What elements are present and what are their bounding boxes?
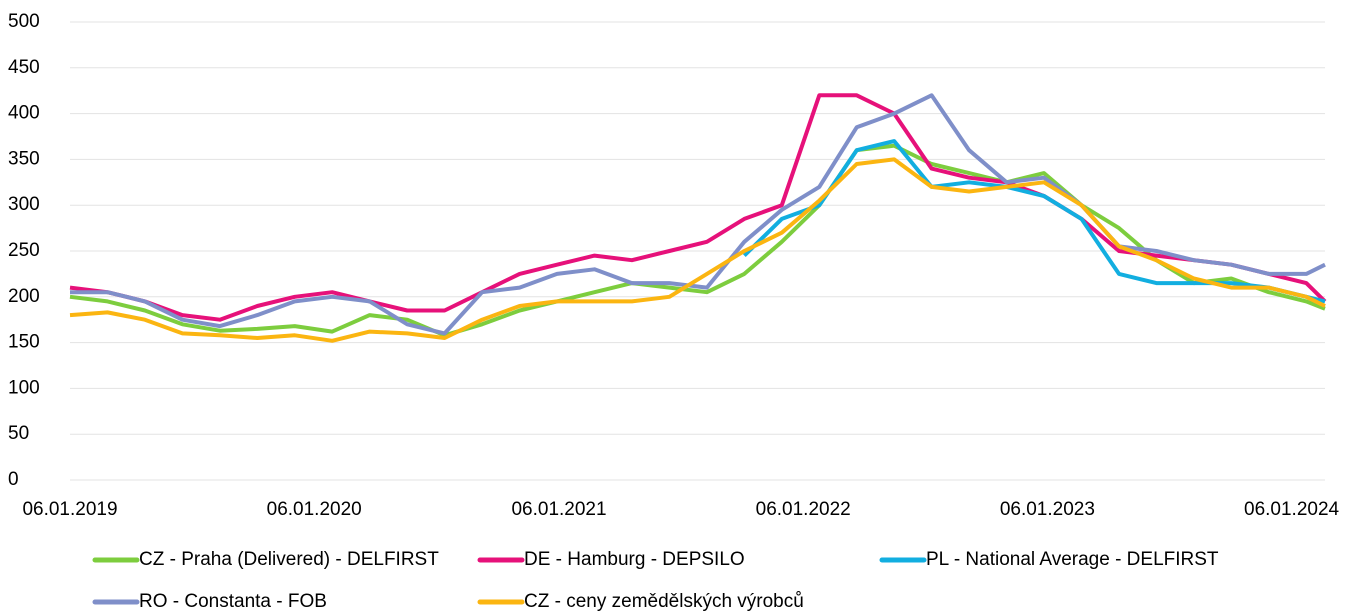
x-tick-label: 06.01.2019 — [22, 499, 117, 520]
x-tick-label: 06.01.2020 — [267, 499, 362, 520]
series-line — [70, 93, 1326, 336]
y-tick-label: 50 — [8, 423, 29, 444]
y-tick-label: 0 — [8, 469, 19, 490]
y-tick-label: 100 — [8, 377, 40, 398]
y-tick-label: 250 — [8, 240, 40, 261]
series-line — [69, 157, 1326, 343]
legend-label: CZ - Praha (Delivered) - DELFIRST — [139, 549, 439, 570]
y-tick-label: 300 — [8, 194, 40, 215]
x-tick-label: 06.01.2022 — [756, 499, 851, 520]
y-tick-label: 200 — [8, 286, 40, 307]
series-line — [69, 143, 1326, 338]
series-line — [742, 139, 1326, 304]
legend-label: CZ - ceny zemědělských výrobců — [524, 591, 804, 612]
x-tick-label: 06.01.2023 — [1000, 499, 1095, 520]
x-tick-label: 06.01.2024 — [1244, 499, 1340, 520]
legend-label: DE - Hamburg - DEPSILO — [524, 549, 745, 570]
legend-label: RO - Constanta - FOB — [139, 591, 327, 612]
y-tick-label: 150 — [8, 332, 40, 353]
y-tick-label: 500 — [8, 11, 40, 32]
y-tick-label: 400 — [8, 103, 40, 124]
y-tick-label: 350 — [8, 148, 40, 169]
y-tick-label: 450 — [8, 57, 40, 78]
legend-label: PL - National Average - DELFIRST — [926, 549, 1219, 570]
x-tick-label: 06.01.2021 — [511, 499, 606, 520]
